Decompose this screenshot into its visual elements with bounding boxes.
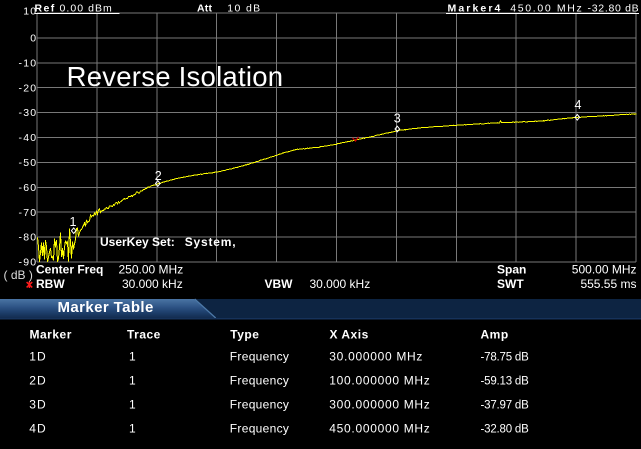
svg-text:4D: 4D	[29, 422, 47, 436]
svg-text:Ref: Ref	[35, 2, 56, 14]
svg-text:Amp: Amp	[481, 328, 509, 342]
svg-text:1: 1	[129, 398, 136, 412]
svg-text:-50: -50	[19, 157, 38, 169]
svg-text:Center Freq: Center Freq	[36, 263, 103, 277]
svg-text:100.000000 MHz: 100.000000 MHz	[329, 374, 430, 388]
svg-text:1D: 1D	[29, 350, 47, 364]
svg-text:10 dB: 10 dB	[227, 2, 261, 14]
svg-text:Marker: Marker	[30, 328, 72, 342]
svg-text:Marker4: Marker4	[448, 2, 503, 14]
svg-text:( dB ): ( dB )	[4, 268, 33, 282]
svg-text:UserKey Set: System,: UserKey Set: System,	[100, 235, 236, 249]
svg-text:3: 3	[394, 111, 401, 125]
svg-text:1: 1	[129, 350, 136, 364]
svg-text:0.00 dBm: 0.00 dBm	[60, 2, 113, 14]
svg-text:10: 10	[23, 5, 37, 17]
svg-text:30.000000 MHz: 30.000000 MHz	[329, 350, 423, 364]
svg-text:Frequency: Frequency	[230, 350, 289, 364]
svg-text:300.000000 MHz: 300.000000 MHz	[329, 398, 430, 412]
svg-text:1: 1	[129, 422, 136, 436]
svg-text:-78.75 dB: -78.75 dB	[481, 352, 530, 364]
svg-text:VBW: VBW	[265, 277, 294, 291]
svg-text:555.55 ms: 555.55 ms	[580, 277, 636, 291]
svg-text:RBW: RBW	[36, 277, 65, 291]
svg-text:-37.97 dB: -37.97 dB	[481, 400, 530, 412]
svg-text:Frequency: Frequency	[230, 374, 289, 388]
svg-text:250.00 MHz: 250.00 MHz	[119, 263, 184, 277]
svg-text:Reverse Isolation: Reverse Isolation	[67, 61, 284, 92]
svg-text:-32.80 dB: -32.80 dB	[481, 424, 530, 436]
svg-text:30.000 kHz: 30.000 kHz	[122, 277, 183, 291]
svg-text:-60: -60	[19, 182, 38, 194]
svg-text:-80: -80	[19, 232, 38, 244]
svg-text:Frequency: Frequency	[230, 398, 289, 412]
svg-text:450.00 MHz: 450.00 MHz	[510, 2, 583, 14]
svg-text:-20: -20	[19, 82, 38, 94]
svg-text:500.00 MHz: 500.00 MHz	[572, 263, 637, 277]
svg-text:-90: -90	[19, 257, 38, 269]
svg-text:1: 1	[70, 215, 77, 229]
svg-text:2: 2	[155, 169, 162, 183]
svg-text:Trace: Trace	[127, 328, 161, 342]
svg-text:SWT: SWT	[497, 277, 524, 291]
svg-text:-70: -70	[19, 207, 38, 219]
svg-text:-40: -40	[19, 132, 38, 144]
svg-text:Frequency: Frequency	[230, 422, 289, 436]
svg-text:2D: 2D	[29, 374, 47, 388]
svg-text:1: 1	[129, 374, 136, 388]
svg-text:-59.13 dB: -59.13 dB	[481, 376, 530, 388]
svg-text:X Axis: X Axis	[330, 328, 369, 342]
svg-text:450.000000 MHz: 450.000000 MHz	[329, 422, 430, 436]
svg-text:30.000 kHz: 30.000 kHz	[310, 277, 371, 291]
svg-text:Marker Table: Marker Table	[58, 299, 154, 316]
svg-text:3D: 3D	[29, 398, 47, 412]
svg-text:Att: Att	[197, 2, 212, 14]
svg-text:4: 4	[575, 98, 582, 112]
svg-text:-10: -10	[19, 57, 38, 69]
svg-text:-30: -30	[19, 107, 38, 119]
svg-text:-32.80 dB: -32.80 dB	[588, 2, 640, 14]
svg-text:0: 0	[30, 33, 37, 45]
svg-text:Type: Type	[230, 328, 259, 342]
svg-text:Span: Span	[497, 263, 526, 277]
